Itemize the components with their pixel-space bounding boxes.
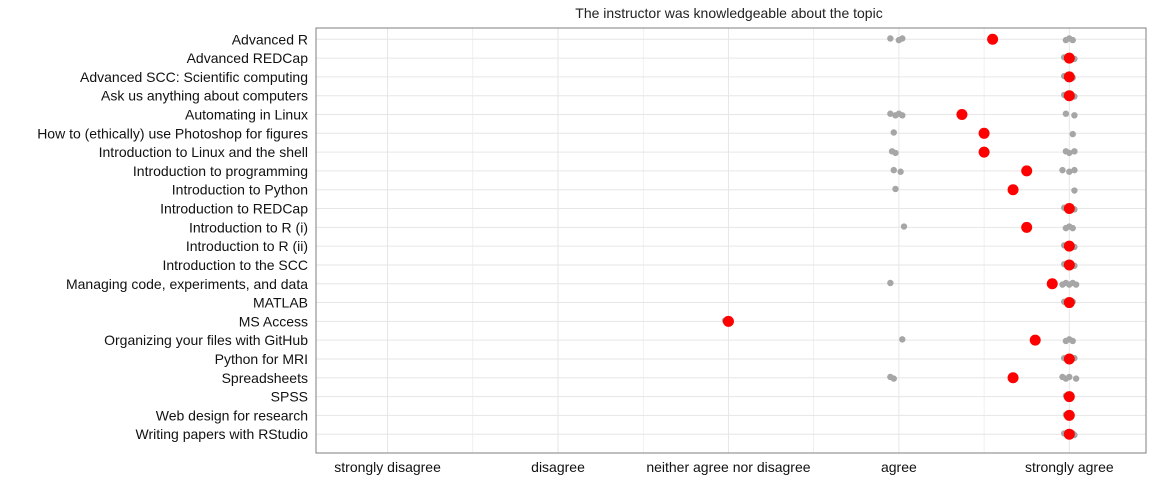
y-tick-label: Spreadsheets [222,370,308,386]
mean-point [1029,334,1041,346]
y-tick-label: Introduction to Python [172,182,308,198]
response-point [899,112,906,119]
mean-point [1063,297,1075,309]
response-point [887,110,894,117]
mean-point [1063,203,1075,215]
y-tick-label: Advanced SCC: Scientific computing [80,69,308,85]
mean-point [1063,353,1075,365]
y-tick-label: Ask us anything about computers [101,88,308,104]
x-tick-label: disagree [531,459,585,475]
y-tick-label: Introduction to programming [133,163,308,179]
mean-point [987,33,999,45]
y-tick-label: How to (ethically) use Photoshop for fig… [37,125,308,141]
mean-point [978,127,990,139]
response-point [892,149,899,157]
grid [316,28,1146,453]
response-point [890,166,897,174]
y-tick-label: Writing papers with RStudio [136,426,309,442]
mean-point [1007,372,1019,384]
y-tick-label: Python for MRI [215,351,308,367]
y-axis-labels: Advanced R Advanced REDCap Advanced SCC: S… [37,31,308,442]
response-point [1072,375,1080,382]
response-point [887,279,894,287]
response-point [1069,337,1076,345]
response-point [1071,187,1078,194]
response-point [890,129,897,136]
mean-point [1063,409,1075,421]
response-point [1071,148,1078,155]
mean-point [1063,259,1075,271]
response-point [1072,281,1080,288]
response-point [900,223,908,230]
y-tick-label: Advanced R [232,31,308,47]
mean-point [1063,428,1075,440]
y-tick-label: MATLAB [253,295,308,311]
response-point [1071,166,1078,174]
x-tick-label: strongly agree [1025,459,1114,475]
mean-point [1063,71,1075,83]
y-tick-label: Organizing your files with GitHub [104,332,308,348]
response-point [1066,149,1073,157]
mean-point [1007,184,1019,196]
response-point [887,35,894,42]
mean-point [956,109,968,121]
y-tick-label: Web design for research [156,407,308,423]
mean-point [1063,391,1075,403]
response-point [1066,168,1073,175]
response-point [1066,373,1073,381]
y-tick-label: Introduction to R (i) [189,219,308,235]
mean-point [1021,221,1033,233]
response-point [897,168,904,175]
y-tick-label: Advanced REDCap [187,50,309,66]
response-point [1069,224,1076,232]
y-tick-label: Introduction to R (ii) [186,238,308,254]
x-tick-label: strongly disagree [334,459,441,475]
mean-point [978,146,990,158]
y-tick-label: Introduction to the SCC [162,257,308,273]
plot-panel [315,27,1147,454]
response-point [899,336,906,343]
y-tick-label: Introduction to REDCap [160,201,308,217]
response-point [892,185,899,193]
y-tick-label: Introduction to Linux and the shell [99,144,308,160]
response-point [1059,166,1066,174]
x-tick-label: neither agree nor disagree [646,459,810,475]
mean-point [1063,90,1075,102]
response-point [1071,112,1078,119]
mean-point [1021,165,1033,177]
response-point [899,35,906,42]
y-tick-label: SPSS [271,389,308,405]
points [721,33,1080,440]
y-tick-label: MS Access [239,313,308,329]
mean-point [1063,240,1075,252]
response-point [1062,110,1070,117]
mean-point [1063,52,1075,64]
chart-title: The instructor was knowledgeable about t… [575,5,882,21]
x-axis-labels: strongly disagree disagree neither agree n… [334,459,1114,475]
response-point [1069,130,1076,138]
y-tick-label: Managing code, experiments, and data [66,276,308,292]
mean-point [1046,278,1058,290]
y-tick-label: Automating in Linux [185,107,308,123]
mean-point [722,315,734,327]
x-tick-label: agree [881,459,917,475]
response-point [890,375,897,382]
response-point [1069,36,1076,44]
